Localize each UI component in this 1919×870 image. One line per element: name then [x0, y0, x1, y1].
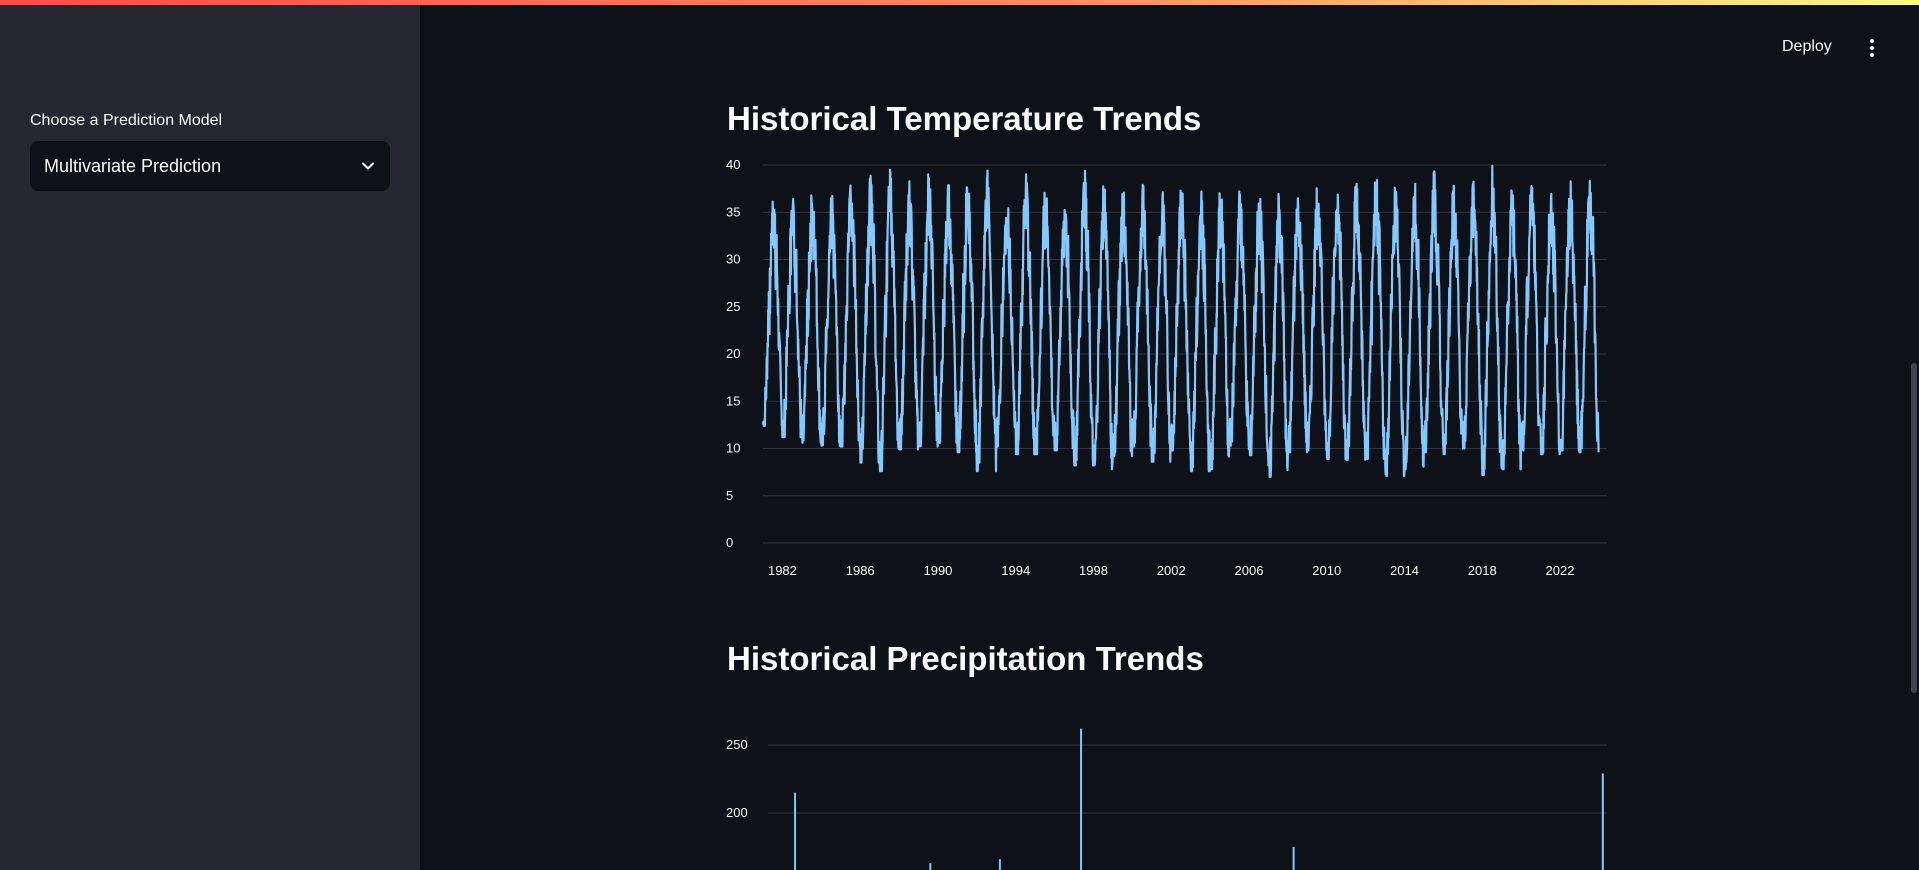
kebab-menu-icon[interactable]: [1862, 36, 1882, 60]
x-tick-label: 1990: [923, 563, 952, 578]
y-tick-label: 15: [726, 393, 740, 408]
main-scrollbar[interactable]: [1911, 363, 1917, 693]
x-tick-label: 1998: [1079, 563, 1108, 578]
y-tick-label: 35: [726, 204, 740, 219]
y-tick-label: 10: [726, 441, 740, 456]
temperature-chart: 0 5 10 15 20 25 30 35 40 1982 1986 1990 1994 1998 2002…: [726, 157, 1607, 578]
header-decoration-bar: [0, 0, 1919, 5]
y-tick-label: 200: [726, 805, 748, 820]
model-select-label: Choose a Prediction Model: [30, 112, 223, 129]
precipitation-chart: 200 250: [726, 728, 1607, 870]
x-tick-label: 2014: [1390, 563, 1419, 578]
chevron-down-icon: [362, 162, 374, 170]
sidebar: Choose a Prediction Model Multivariate P…: [0, 5, 420, 870]
y-tick-label: 40: [726, 157, 740, 172]
precipitation-chart-title: Historical Precipitation Trends: [727, 640, 1204, 677]
x-tick-label: 2018: [1468, 563, 1497, 578]
y-tick-label: 5: [726, 488, 733, 503]
deploy-button[interactable]: Deploy: [1782, 38, 1832, 55]
x-tick-label: 2006: [1235, 563, 1264, 578]
x-tick-label: 2010: [1312, 563, 1341, 578]
x-tick-label: 2002: [1157, 563, 1186, 578]
x-tick-label: 2022: [1546, 563, 1575, 578]
y-tick-label: 30: [726, 252, 740, 267]
temperature-chart-title: Historical Temperature Trends: [727, 100, 1202, 137]
model-select-value: Multivariate Prediction: [44, 155, 222, 176]
x-tick-label: 1982: [768, 563, 797, 578]
y-tick-label: 0: [726, 535, 733, 550]
y-tick-label: 20: [726, 346, 740, 361]
y-tick-label: 25: [726, 299, 740, 314]
x-tick-label: 1986: [846, 563, 875, 578]
temperature-series-line: [761, 164, 1600, 478]
model-select[interactable]: Multivariate Prediction: [30, 141, 390, 191]
y-tick-label: 250: [726, 737, 748, 752]
x-tick-label: 1994: [1001, 563, 1030, 578]
